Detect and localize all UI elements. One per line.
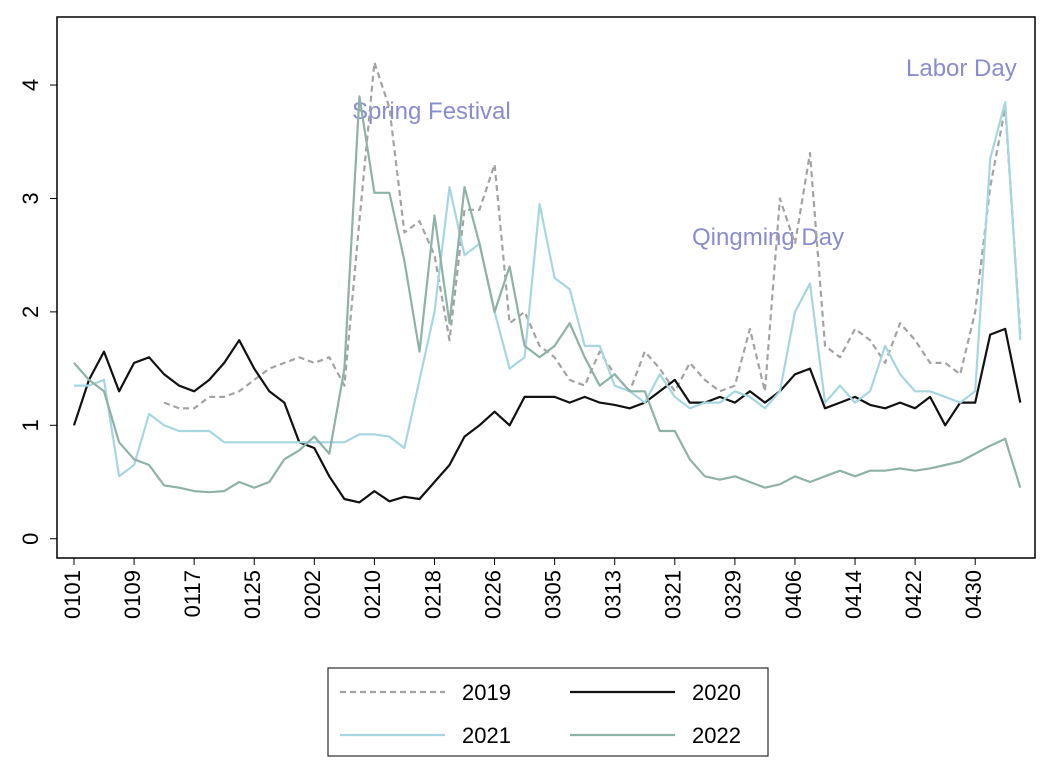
x-tick-label: 0218 bbox=[420, 570, 445, 619]
annotation: Labor Day bbox=[906, 55, 1017, 82]
x-tick-label: 0422 bbox=[901, 570, 926, 619]
x-tick-label: 0414 bbox=[841, 570, 866, 619]
x-tick-label: 0210 bbox=[360, 570, 385, 619]
x-tick-label: 0202 bbox=[300, 570, 325, 619]
x-tick-label: 0117 bbox=[180, 570, 205, 617]
series-line bbox=[72, 327, 1022, 504]
x-tick-label: 0305 bbox=[540, 570, 565, 619]
x-tick-label: 0313 bbox=[601, 570, 626, 619]
plot-frame bbox=[56, 16, 1036, 559]
x-tick-label: 0109 bbox=[120, 570, 145, 619]
x-tick-label: 0125 bbox=[240, 570, 265, 619]
x-tick-label: 0101 bbox=[60, 570, 85, 619]
y-tick-label: 0 bbox=[18, 533, 43, 545]
legend-label: 2020 bbox=[692, 680, 741, 705]
annotation: Qingming Day bbox=[692, 224, 844, 251]
series-line bbox=[163, 61, 1022, 410]
series-line bbox=[73, 95, 1022, 494]
x-tick-label: 0321 bbox=[661, 570, 686, 619]
series-line bbox=[74, 101, 1022, 478]
y-tick-label: 1 bbox=[18, 419, 43, 431]
x-tick-label: 0226 bbox=[480, 570, 505, 619]
legend-box bbox=[327, 667, 769, 757]
y-tick-label: 3 bbox=[18, 192, 43, 204]
x-tick-label: 0329 bbox=[721, 570, 746, 619]
legend-label: 2021 bbox=[462, 723, 511, 748]
y-tick-label: 2 bbox=[18, 306, 43, 318]
annotation: Spring Festival bbox=[352, 98, 511, 125]
legend-label: 2022 bbox=[692, 723, 741, 748]
x-tick-label: 0406 bbox=[781, 570, 806, 619]
y-tick-label: 4 bbox=[18, 79, 43, 91]
legend-label: 2019 bbox=[462, 680, 511, 705]
x-tick-label: 0430 bbox=[961, 570, 986, 619]
